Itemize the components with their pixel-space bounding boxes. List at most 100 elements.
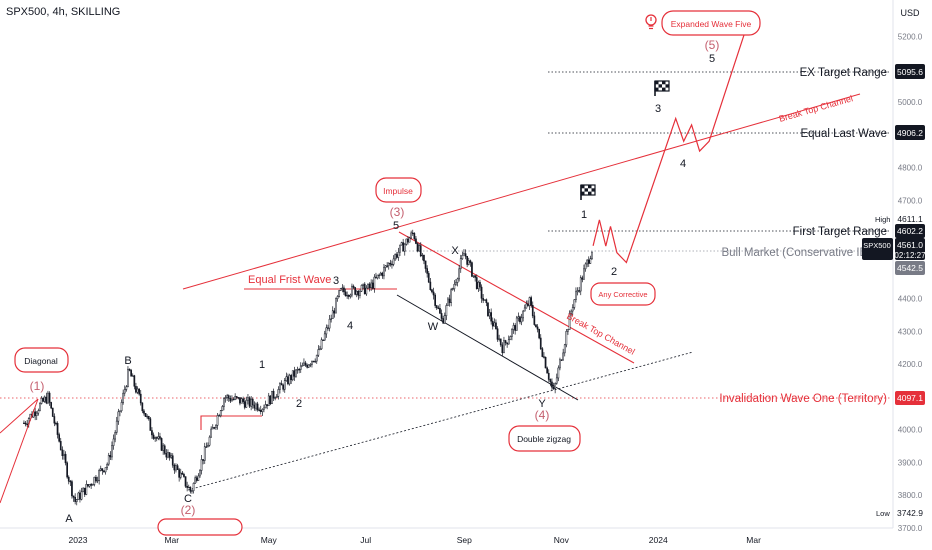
wave-label: 5: [393, 220, 399, 232]
ex-target-tag-text: 5095.6: [897, 67, 923, 77]
candle-body: [71, 481, 73, 497]
candle-body: [154, 437, 157, 439]
candle-body: [506, 342, 509, 345]
lower-channel-line: [187, 351, 694, 491]
candle-body: [163, 445, 166, 454]
candle-body: [75, 499, 78, 502]
candle-body: [40, 397, 43, 404]
wave-label: (3): [390, 205, 405, 219]
candle-body: [515, 317, 518, 331]
candle-body: [354, 287, 357, 295]
candle-body: [170, 455, 173, 458]
price-tick-label: 4200.0: [898, 360, 923, 369]
current-price-text: 4561.0: [897, 240, 923, 250]
corrective-channel-line: [396, 294, 579, 401]
candle-body: [237, 397, 240, 399]
candle-body: [66, 462, 69, 478]
candle-body: [477, 282, 480, 289]
candle-body: [315, 354, 318, 362]
candle-body: [339, 288, 342, 291]
wave-label: A: [65, 513, 73, 525]
time-axis-labels: 2023 Mar May Jul Sep Nov 2024 Mar: [69, 535, 762, 545]
candle-body: [179, 472, 182, 478]
candle-body: [155, 437, 158, 439]
candle-body: [151, 430, 153, 436]
candle-body: [242, 398, 245, 402]
candle-body: [330, 318, 333, 320]
time-tick-label: Jul: [360, 535, 371, 545]
equal-last-tag: [895, 125, 925, 140]
double-zigzag-callout-box: [508, 425, 581, 452]
candle-body: [43, 396, 46, 402]
candle-body: [440, 313, 443, 319]
candle-body: [429, 281, 432, 290]
candle-body: [183, 474, 185, 477]
candle-body: [291, 370, 294, 381]
candle-body: [295, 369, 297, 377]
candle-body: [333, 310, 336, 314]
candle-body: [218, 415, 221, 417]
candle-body: [443, 315, 446, 324]
candle-body: [239, 397, 241, 404]
wave-label: (5): [705, 38, 720, 52]
diagonal-wedge-upper: [0, 398, 39, 434]
candle-body: [133, 375, 136, 387]
break-top-lower-label: Break Top Channel: [565, 311, 637, 357]
candle-body: [467, 260, 470, 265]
candle-body: [525, 303, 528, 309]
candle-body: [93, 476, 96, 485]
lightbulb-icon: [645, 14, 657, 30]
time-tick-label: Mar: [746, 535, 761, 545]
candle-body: [211, 427, 214, 430]
candle-body: [464, 253, 467, 257]
candle-body: [23, 422, 25, 425]
candle-body: [171, 455, 174, 466]
candle-body: [371, 282, 374, 289]
candle-body: [104, 467, 107, 473]
bull-market-tag-text: 4542.5: [897, 263, 923, 273]
candle-body: [411, 232, 414, 234]
candle-body: [320, 339, 323, 350]
candle-body: [559, 359, 561, 369]
candle-body: [277, 389, 280, 397]
candle-body: [309, 364, 312, 366]
candle-body: [224, 397, 227, 399]
candle-body: [95, 476, 97, 482]
candle-body: [80, 491, 83, 500]
candle-body: [187, 486, 190, 489]
candle-body: [261, 409, 264, 412]
candle-body: [469, 260, 472, 263]
checkered-flag-icon: [654, 80, 670, 96]
price-tick-label: 3900.0: [898, 458, 923, 467]
candle-body: [287, 376, 289, 385]
candle-body: [195, 477, 198, 481]
candle-body: [554, 383, 557, 389]
candle-body: [96, 480, 99, 482]
candle-body: [251, 398, 254, 406]
equal-first-label: Equal Frist Wave: [248, 274, 331, 286]
candle-body: [528, 297, 531, 306]
candle-body: [98, 469, 101, 481]
wave-label: C: [184, 493, 192, 505]
time-tick-label: 2023: [69, 535, 88, 545]
candle-body: [584, 263, 587, 270]
candle-body: [194, 477, 197, 484]
candle-body: [159, 436, 161, 439]
candle-body: [445, 305, 448, 316]
any-corrective-box: [590, 282, 656, 306]
candle-body: [245, 399, 248, 408]
candle-body: [485, 299, 488, 303]
candle-body: [280, 383, 283, 386]
candle-body: [541, 348, 544, 357]
candle-body: [359, 291, 361, 296]
candle-body: [301, 365, 304, 367]
break-top-line-lower: [398, 231, 635, 364]
candle-body: [547, 372, 550, 380]
candle-body: [285, 376, 288, 381]
price-series: [23, 229, 593, 506]
candle-body: [519, 316, 521, 323]
candle-body: [312, 360, 315, 363]
candle-body: [200, 459, 203, 471]
price-tick-label: 4800.0: [898, 164, 923, 173]
